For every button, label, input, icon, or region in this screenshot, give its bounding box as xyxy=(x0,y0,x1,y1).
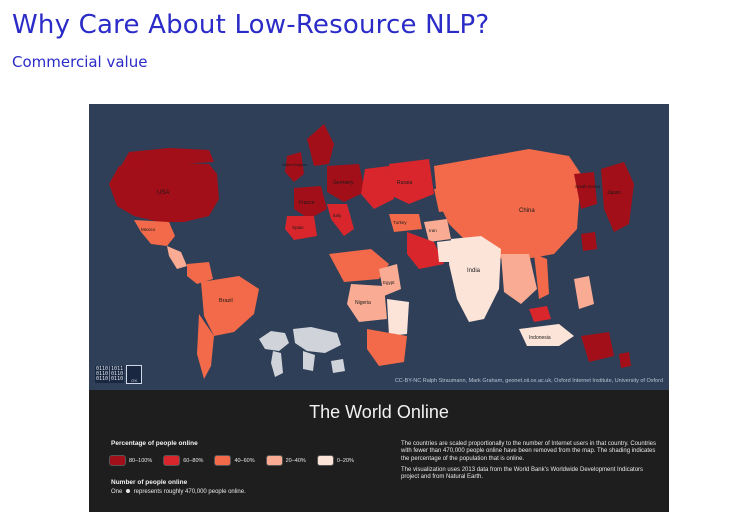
label-mexico: Mexico xyxy=(141,227,156,232)
figure-heading: The World Online xyxy=(309,402,449,422)
label-china: China xyxy=(519,208,535,214)
region-brazil xyxy=(201,276,259,336)
legend-item: 40–60% xyxy=(214,455,255,466)
label-russia: Russia xyxy=(397,180,413,186)
region-china xyxy=(434,149,581,262)
label-south-korea: South Korea xyxy=(575,184,601,189)
region-uk xyxy=(285,152,304,182)
region-colombia xyxy=(187,262,213,284)
region-malaysia xyxy=(529,306,551,322)
count-legend-title: Number of people online xyxy=(111,479,188,486)
region-philippines xyxy=(574,276,594,309)
region-vietnam xyxy=(534,254,549,299)
region-canada xyxy=(121,148,214,166)
region-usa xyxy=(109,162,219,222)
label-egypt: Egypt xyxy=(383,280,395,285)
world-online-figure: USA Mexico Brazil Nigeria Egypt India Ch… xyxy=(89,104,669,512)
percentage-legend: 80–100% 60–80% 40–60% 20–40% 0–20% xyxy=(109,455,354,466)
region-central-america xyxy=(167,246,187,269)
legend-item: 60–80% xyxy=(163,455,203,466)
logos: 0110|1011 0110|0110 0110|0110 OX xyxy=(95,365,143,384)
region-southeast-asia xyxy=(501,254,537,304)
label-india: India xyxy=(467,268,481,274)
oxford-logo: OX xyxy=(126,365,143,384)
region-middle-east xyxy=(407,232,444,269)
region-japan xyxy=(601,162,634,232)
hexagon-dot-icon xyxy=(126,489,131,494)
map-credit: CC-BY-NC Ralph Straumann, Mark Graham, g… xyxy=(394,378,663,384)
count-legend-text: One represents roughly 470,000 people on… xyxy=(111,489,246,495)
region-australia xyxy=(581,332,614,362)
region-turkey xyxy=(389,214,422,232)
region-russia xyxy=(389,159,434,204)
label-spain: Spain xyxy=(292,225,304,230)
legend-label: 40–60% xyxy=(234,457,255,464)
label-germany: Germany xyxy=(333,180,354,186)
region-germany xyxy=(327,164,365,202)
region-southern-cone xyxy=(197,314,214,379)
count-suffix: represents roughly 470,000 people online… xyxy=(133,489,246,495)
region-new-zealand xyxy=(619,352,631,368)
region-korea xyxy=(574,172,597,209)
legend-label: 80–100% xyxy=(129,457,153,464)
label-uk: United Kingdom xyxy=(282,163,307,167)
region-iran xyxy=(424,219,451,242)
label-indonesia: Indonesia xyxy=(529,335,551,341)
legend-swatch xyxy=(214,455,232,466)
region-pakistan xyxy=(437,240,455,262)
label-france: France xyxy=(299,200,315,206)
region-southern-africa xyxy=(367,329,407,366)
region-italy xyxy=(327,204,354,236)
legend-item: 20–40% xyxy=(265,455,306,466)
region-north-africa xyxy=(329,249,389,282)
label-italy: Italy xyxy=(333,213,342,218)
description-paragraph-2: The visualization uses 2013 data from th… xyxy=(401,466,644,481)
legend-swatch xyxy=(316,455,334,466)
label-iran: Iran xyxy=(429,228,437,233)
label-nigeria: Nigeria xyxy=(355,300,371,306)
globe-inset xyxy=(259,327,345,377)
label-usa: USA xyxy=(157,190,169,196)
region-indonesia xyxy=(519,324,574,346)
cartogram-map: USA Mexico Brazil Nigeria Egypt India Ch… xyxy=(89,104,669,390)
label-turkey: Turkey xyxy=(393,220,407,225)
region-mexico xyxy=(134,220,175,246)
region-taiwan xyxy=(581,232,597,251)
slide-subtitle: Commercial value xyxy=(12,53,148,71)
count-prefix: One xyxy=(111,489,123,495)
legend-item: 80–100% xyxy=(109,455,152,466)
figure-description: The countries are scaled proportionally … xyxy=(401,441,659,485)
region-nigeria xyxy=(347,284,387,322)
region-egypt xyxy=(379,264,401,296)
legend-label: 0–20% xyxy=(336,457,354,464)
legend-swatch xyxy=(109,455,126,466)
region-india xyxy=(449,236,501,322)
region-spain xyxy=(285,216,317,240)
legend-label: 60–80% xyxy=(183,457,204,464)
legend-item: 0–20% xyxy=(316,455,354,466)
region-france xyxy=(294,186,327,219)
region-scandinavia xyxy=(307,124,334,166)
label-brazil: Brazil xyxy=(219,298,233,304)
cartogram-svg: USA Mexico Brazil Nigeria Egypt India Ch… xyxy=(109,124,634,379)
label-japan: Japan xyxy=(607,190,621,196)
oii-logo: 0110|1011 0110|0110 0110|0110 xyxy=(95,366,125,383)
legend-swatch xyxy=(163,455,181,466)
legend-label: 20–40% xyxy=(285,457,306,464)
region-east-europe xyxy=(361,166,394,209)
region-east-africa xyxy=(387,299,409,336)
description-paragraph-1: The countries are scaled proportionally … xyxy=(401,441,657,462)
legend-swatch xyxy=(265,455,283,466)
percentage-legend-title: Percentage of people online xyxy=(111,440,198,447)
slide-title: Why Care About Low-Resource NLP? xyxy=(12,10,490,40)
